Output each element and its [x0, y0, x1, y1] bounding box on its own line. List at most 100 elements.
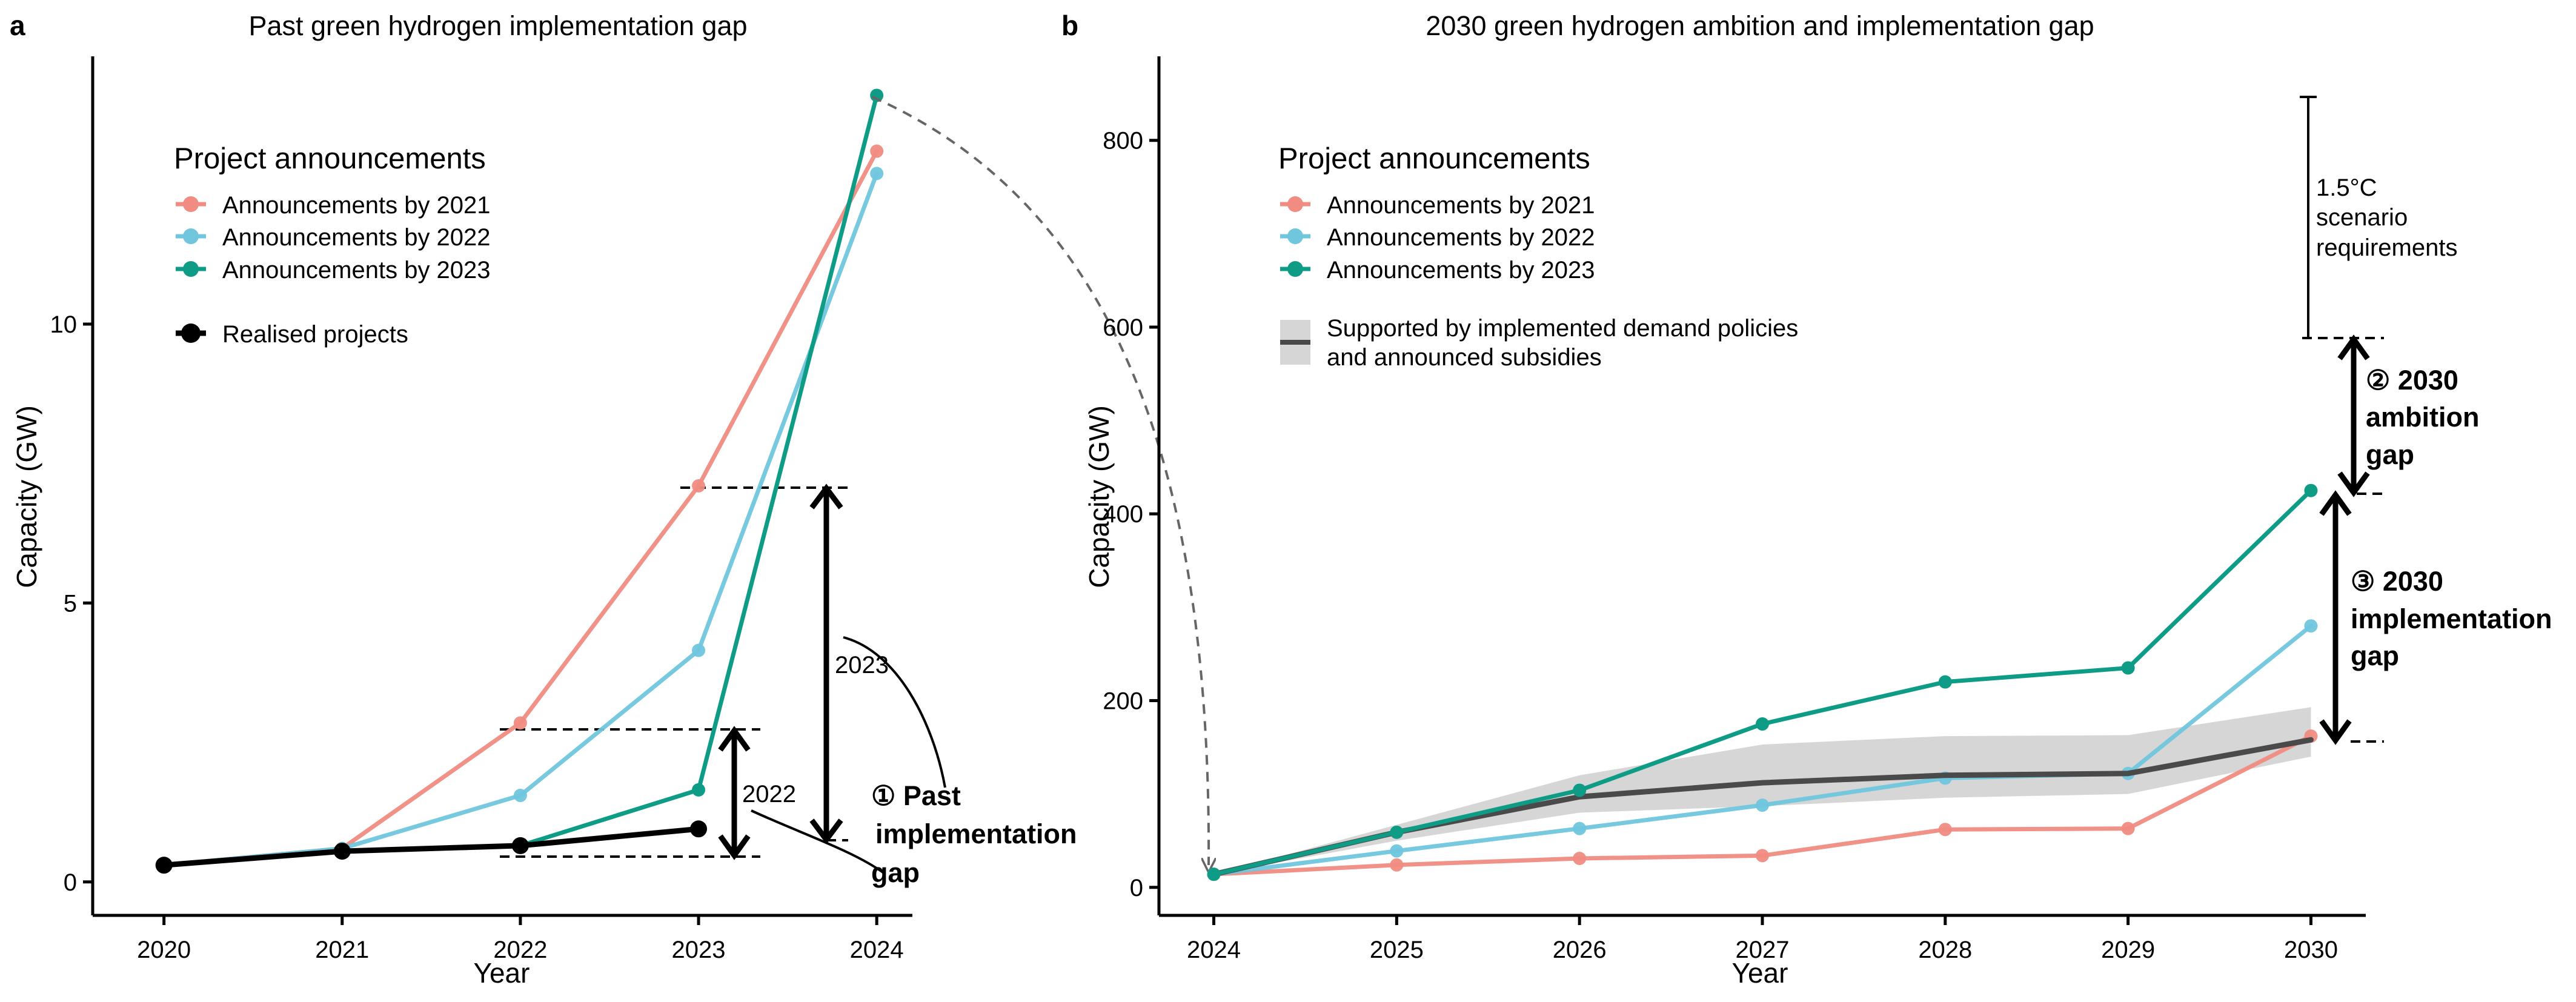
series-point-ann2023 [870, 88, 884, 102]
panel-a-y-tick-labels: 0 5 10 [50, 311, 78, 896]
series-point-realised [690, 820, 708, 838]
series-point-ann2022 [1756, 798, 1769, 812]
panel-a-legend-dot-2023 [183, 261, 199, 277]
series-point-realised [333, 843, 351, 860]
panel-b-y-tick-label: 600 [1103, 314, 1143, 341]
panel-b-series [1207, 483, 2318, 881]
past-gap-label-3: gap [871, 857, 920, 888]
panel-b-y-tick-labels: 0 200 400 600 800 [1103, 128, 1143, 901]
series-point-ann2023 [2304, 483, 2318, 497]
panel-b-legend-label-policy-1: Supported by implemented demand policies [1327, 315, 1798, 342]
panel-a-legend-dot-2022 [183, 228, 199, 244]
panel-b-legend-title: Project announcements [1278, 142, 1590, 175]
panel-a-y-tick-label: 5 [64, 590, 77, 617]
panel-b-title: 2030 green hydrogen ambition and impleme… [1426, 10, 2094, 41]
impl-arrowhead-top [2319, 490, 2352, 516]
panel-b-x-tick-labels: 2024 2025 2026 2027 2028 2029 2030 [1187, 937, 2338, 963]
series-point-ann2023 [1207, 868, 1221, 881]
panel-b-legend-label-policy-2: and announced subsidies [1327, 344, 1602, 371]
series-point-ann2022 [1573, 821, 1587, 835]
series-line-ann2023 [1212, 488, 2313, 877]
series-point-ann2022 [1390, 844, 1404, 858]
panel-a-legend-label-realised: Realised projects [222, 321, 408, 348]
gap2022-arrowhead-top [718, 726, 751, 752]
panel-a-x-tick-label: 2022 [493, 937, 547, 963]
panel-a-gap-annotations: 2023 2022 ① Past implementation gap [500, 483, 1077, 888]
panel-a-x-tick-label: 2023 [672, 937, 726, 963]
series-point-ann2021 [1390, 858, 1404, 872]
panel-b-x-tick-label: 2026 [1553, 937, 1607, 963]
panel-b-legend-dot-2022 [1287, 228, 1303, 244]
gap2022-arrowhead-bottom [718, 834, 751, 860]
impl-label-3: gap [2351, 640, 2399, 671]
scenario-label-1: 1.5°C [2316, 174, 2377, 201]
panel-b-legend-dot-2021 [1287, 196, 1303, 212]
past-gap-label-2: implementation [875, 818, 1077, 849]
panel-b-x-tick-label: 2027 [1736, 937, 1790, 963]
panel-a-x-tick-label: 2020 [137, 937, 191, 963]
gap2023-arrowhead-top [809, 483, 843, 509]
panel-a-x-tick-label: 2024 [850, 937, 904, 963]
ambition-label-1: ② 2030 [2366, 365, 2458, 396]
panel-b-legend-label-2022: Announcements by 2022 [1327, 224, 1595, 251]
panel-a-x-tick-label: 2021 [315, 937, 369, 963]
panel-b-legend-dot-2023 [1287, 261, 1303, 277]
series-point-ann2022 [692, 643, 706, 657]
gap2022-leader [751, 809, 886, 875]
ambition-label-2: ambition [2366, 402, 2480, 433]
series-point-realised [511, 837, 529, 854]
impl-arrowhead-bottom [2319, 719, 2352, 745]
scenario-label-3: requirements [2316, 234, 2457, 261]
panel-b-x-axis-title: Year [1732, 957, 1788, 989]
panel-a-letter: a [10, 10, 25, 41]
panel-connector-curve [872, 96, 1209, 865]
panel-a-series [155, 88, 884, 874]
panel-b-letter: b [1061, 10, 1078, 41]
panel-b-policy-band [1213, 707, 2311, 875]
panel-a-x-tick-labels: 2020 2021 2022 2023 2024 [137, 937, 904, 963]
ambition-arrowhead-bottom [2337, 471, 2370, 497]
panel-a-title: Past green hydrogen implementation gap [248, 10, 747, 41]
series-point-ann2023 [1390, 825, 1404, 839]
panel-b-gap-annotations: 1.5°C scenario requirements ② 2030 ambit… [2300, 96, 2552, 745]
gap2022-label: 2022 [742, 781, 796, 808]
series-point-ann2023 [692, 783, 706, 797]
impl-label-2: implementation [2351, 603, 2552, 634]
panel-b-ticks [1149, 139, 2312, 925]
series-point-ann2021 [692, 479, 706, 493]
scenario-label-2: scenario [2316, 204, 2408, 231]
panel-a-legend-label-2023: Announcements by 2023 [222, 257, 491, 284]
ambition-label-3: gap [2366, 439, 2414, 470]
panel-a-ticks [83, 322, 878, 925]
gap2023-leader [843, 636, 946, 788]
panel-a-legend-title: Project announcements [174, 142, 486, 175]
impl-label-1: ③ 2030 [2351, 566, 2443, 597]
panel-b-x-tick-label: 2024 [1187, 937, 1241, 963]
panel-b-x-tick-label: 2028 [1918, 937, 1972, 963]
series-point-ann2021 [870, 144, 884, 158]
panel-a-x-axis-title: Year [474, 957, 530, 989]
panel-a-legend-label-2022: Announcements by 2022 [222, 224, 491, 251]
series-point-ann2023 [2121, 661, 2135, 675]
panel-a-y-tick-label: 10 [50, 311, 78, 338]
series-point-ann2023 [1756, 717, 1769, 731]
panel-b-y-axis-title: Capacity (GW) [1083, 405, 1115, 588]
panel-b-legend-label-2021: Announcements by 2021 [1327, 192, 1595, 219]
gap2023-label: 2023 [835, 652, 889, 679]
gap2023-arrowhead-bottom [809, 818, 843, 844]
policy-uncertainty-band [1213, 707, 2311, 875]
panel-b-x-tick-label: 2029 [2101, 937, 2155, 963]
panel-b-y-tick-label: 400 [1103, 501, 1143, 528]
panel-a-legend-dot-realised [181, 323, 201, 343]
panel-a-legend-dot-2021 [183, 196, 199, 212]
series-point-ann2022 [870, 167, 884, 181]
panel-b-legend-label-2023: Announcements by 2023 [1327, 257, 1595, 284]
series-point-ann2021 [513, 716, 527, 730]
series-point-ann2023 [1938, 675, 1952, 689]
series-point-realised [155, 857, 173, 874]
series-point-ann2021 [1573, 851, 1587, 865]
ambition-arrowhead-top [2337, 334, 2370, 360]
panel-a-legend: Project announcements Announcements by 2… [174, 142, 491, 348]
series-point-ann2021 [1756, 849, 1769, 863]
